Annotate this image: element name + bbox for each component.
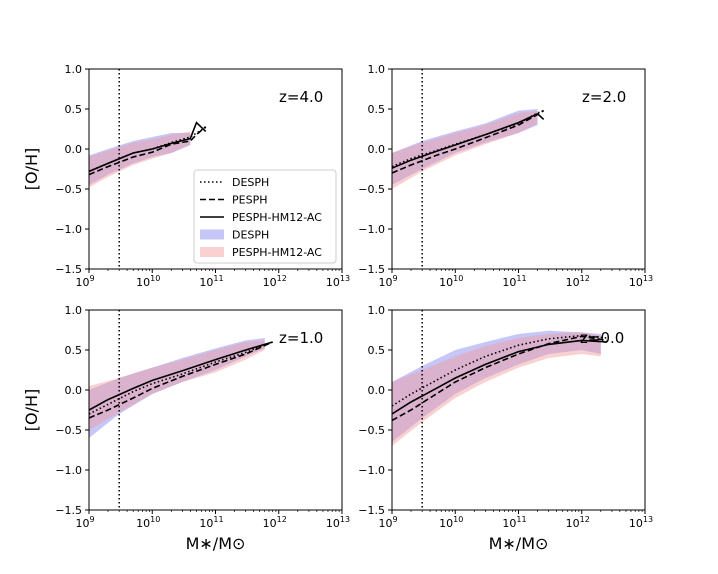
plot-area xyxy=(392,310,608,510)
x-tick-label: 1010 xyxy=(136,515,160,530)
legend-entry: PESPH-HM12-AC xyxy=(200,211,322,224)
line-pesph-dashed xyxy=(89,125,207,176)
x-tick-label: 1013 xyxy=(326,274,350,289)
band-desph xyxy=(392,109,538,185)
line-pesph-dashed xyxy=(392,335,608,422)
panel-label: z=4.0 xyxy=(279,88,323,106)
x-tick-label: 1012 xyxy=(566,515,590,530)
x-tick-label: 1011 xyxy=(502,274,526,289)
x-axis-title: M∗/M⊙ xyxy=(489,534,549,553)
legend-label: PESPH-HM12-AC xyxy=(232,246,322,259)
legend-entry: DESPH xyxy=(200,229,269,242)
y-tick-label: 0.0 xyxy=(65,384,83,397)
line-pesph-hm12-ac-solid xyxy=(392,339,607,415)
y-axis-title: [O/H] xyxy=(22,389,41,432)
y-tick-label: 0.0 xyxy=(65,143,83,156)
y-tick-label: −1.5 xyxy=(55,504,82,517)
y-tick-label: 0.5 xyxy=(65,103,83,116)
y-tick-label: 1.0 xyxy=(65,304,83,317)
x-tick-label: 1011 xyxy=(199,515,223,530)
x-tick-label: 1013 xyxy=(629,515,653,530)
y-tick-label: 1.0 xyxy=(368,63,386,76)
y-tick-label: −1.0 xyxy=(358,464,385,477)
x-tick-label: 1013 xyxy=(629,274,653,289)
y-axis-title: [O/H] xyxy=(22,148,41,191)
y-tick-label: −1.5 xyxy=(55,263,82,276)
y-tick-label: −0.5 xyxy=(358,424,385,437)
x-tick-label: 1011 xyxy=(199,274,223,289)
y-tick-label: −1.0 xyxy=(55,464,82,477)
y-tick-label: 0.0 xyxy=(368,143,386,156)
band-pesph-hm12-ac xyxy=(89,340,265,430)
legend-label: PESPH xyxy=(232,194,267,207)
panel-label: z=2.0 xyxy=(582,88,626,106)
x-tick-label: 1012 xyxy=(263,274,287,289)
x-tick-label: 109 xyxy=(378,274,397,289)
x-tick-label: 1010 xyxy=(136,274,160,289)
legend-entry: PESPH xyxy=(200,194,267,207)
x-tick-label: 109 xyxy=(378,515,397,530)
y-tick-label: 0.5 xyxy=(368,344,386,357)
x-tick-label: 1010 xyxy=(439,515,463,530)
y-tick-label: 0.5 xyxy=(368,103,386,116)
band-desph xyxy=(89,338,265,438)
y-tick-label: −1.5 xyxy=(358,504,385,517)
legend-entry: DESPH xyxy=(200,176,269,189)
y-tick-label: 1.0 xyxy=(65,63,83,76)
panel-label: z=1.0 xyxy=(279,329,323,347)
x-tick-label: 109 xyxy=(75,515,94,530)
x-tick-label: 1012 xyxy=(566,274,590,289)
y-tick-label: 0.5 xyxy=(65,344,83,357)
y-tick-label: 1.0 xyxy=(368,304,386,317)
y-tick-label: −1.0 xyxy=(358,223,385,236)
plot-area xyxy=(392,69,545,269)
line-pesph-dashed xyxy=(89,341,273,419)
legend-box xyxy=(193,169,337,264)
x-tick-label: 1013 xyxy=(326,515,350,530)
band-pesph-hm12-ac xyxy=(392,110,538,189)
legend-label: DESPH xyxy=(232,229,269,242)
plot-area xyxy=(89,69,207,269)
y-tick-label: −1.5 xyxy=(358,263,385,276)
legend-swatch xyxy=(200,229,224,240)
y-tick-label: −1.0 xyxy=(55,223,82,236)
legend-label: PESPH-HM12-AC xyxy=(232,211,322,224)
x-tick-label: 1010 xyxy=(439,274,463,289)
x-tick-label: 1012 xyxy=(263,515,287,530)
band-desph xyxy=(392,330,601,442)
plot-area xyxy=(89,310,273,510)
y-tick-label: 0.0 xyxy=(368,384,386,397)
band-pesph-hm12-ac xyxy=(392,332,601,446)
legend-swatch xyxy=(200,247,224,257)
legend-label: DESPH xyxy=(232,176,269,189)
x-tick-label: 109 xyxy=(75,274,94,289)
line-pesph-hm12-ac-solid xyxy=(89,121,207,173)
y-tick-label: −0.5 xyxy=(55,424,82,437)
y-tick-label: −0.5 xyxy=(358,183,385,196)
x-tick-label: 1011 xyxy=(502,515,526,530)
line-desph-dotted xyxy=(392,109,544,168)
line-pesph-hm12-ac-solid xyxy=(392,112,545,169)
line-desph-dotted xyxy=(392,334,607,407)
x-axis-title: M∗/M⊙ xyxy=(186,534,246,553)
legend-entry: PESPH-HM12-AC xyxy=(200,246,322,259)
panel-label: z=0.0 xyxy=(580,329,624,347)
line-pesph-dashed xyxy=(392,109,545,174)
y-tick-label: −0.5 xyxy=(55,183,82,196)
line-pesph-hm12-ac-solid xyxy=(89,341,273,411)
